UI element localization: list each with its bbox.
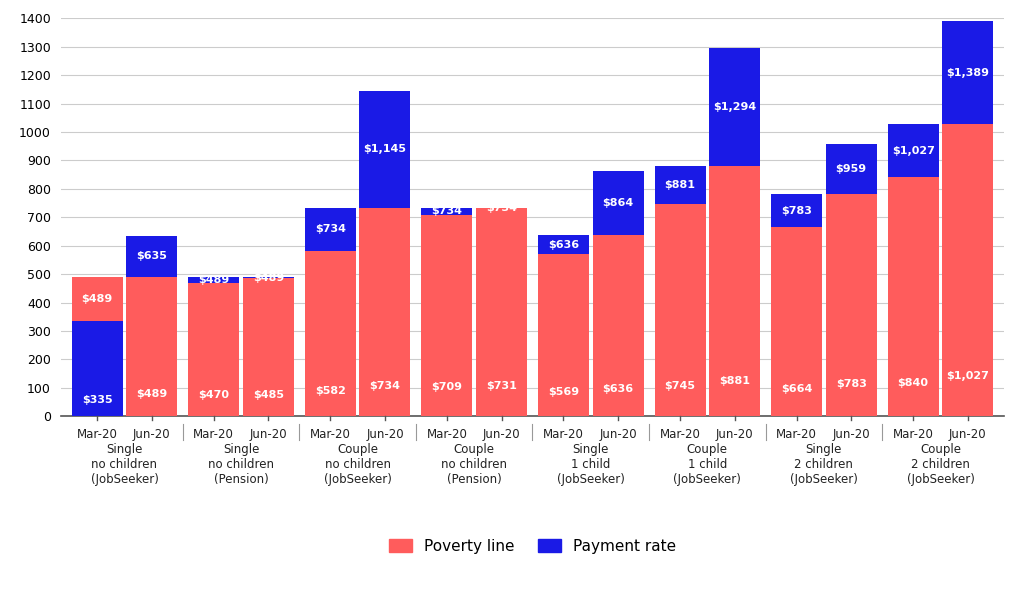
Bar xyxy=(825,144,877,416)
Bar xyxy=(359,207,411,416)
Bar xyxy=(771,228,822,416)
Bar xyxy=(654,166,706,416)
Text: Mar-20: Mar-20 xyxy=(543,428,584,441)
Text: $881: $881 xyxy=(719,376,751,386)
Text: $734: $734 xyxy=(370,381,400,391)
Bar xyxy=(538,236,589,416)
Text: Mar-20: Mar-20 xyxy=(194,428,234,441)
Text: $582: $582 xyxy=(314,386,346,397)
Bar xyxy=(476,209,527,416)
Text: Single
2 children
(JobSeeker): Single 2 children (JobSeeker) xyxy=(790,443,858,486)
Text: $734: $734 xyxy=(486,203,517,213)
Bar xyxy=(710,166,760,416)
Text: Single
no children
(Pension): Single no children (Pension) xyxy=(208,443,274,486)
Bar xyxy=(305,207,355,416)
Text: $635: $635 xyxy=(136,252,167,261)
Text: $489: $489 xyxy=(82,294,113,304)
Bar xyxy=(942,21,993,416)
Text: $881: $881 xyxy=(665,180,695,190)
Bar xyxy=(942,124,993,416)
Bar xyxy=(593,236,644,416)
Text: $489: $489 xyxy=(198,275,229,285)
Text: Jun-20: Jun-20 xyxy=(949,428,987,441)
Text: Couple
no children
(JobSeeker): Couple no children (JobSeeker) xyxy=(324,443,391,486)
Text: $1,027: $1,027 xyxy=(946,371,989,381)
Bar xyxy=(476,207,527,416)
Text: $734: $734 xyxy=(431,206,463,216)
Text: $664: $664 xyxy=(781,384,812,394)
Text: $1,145: $1,145 xyxy=(364,144,407,154)
Text: $709: $709 xyxy=(431,382,463,392)
Bar xyxy=(126,277,177,416)
Text: $489: $489 xyxy=(253,273,284,283)
Text: $470: $470 xyxy=(199,390,229,400)
Text: $1,294: $1,294 xyxy=(713,102,757,112)
Text: Jun-20: Jun-20 xyxy=(833,428,870,441)
Bar xyxy=(188,283,240,416)
Text: Mar-20: Mar-20 xyxy=(77,428,118,441)
Bar xyxy=(243,278,294,416)
Text: $1,027: $1,027 xyxy=(892,146,935,156)
Bar xyxy=(825,193,877,416)
Text: Mar-20: Mar-20 xyxy=(426,428,467,441)
Bar xyxy=(888,177,939,416)
Bar xyxy=(72,277,123,416)
Text: Couple
1 child
(JobSeeker): Couple 1 child (JobSeeker) xyxy=(674,443,741,486)
Bar xyxy=(126,236,177,416)
Text: Single
no children
(JobSeeker): Single no children (JobSeeker) xyxy=(90,443,159,486)
Bar xyxy=(771,193,822,416)
Text: Mar-20: Mar-20 xyxy=(893,428,934,441)
Text: $783: $783 xyxy=(781,206,812,215)
Text: Jun-20: Jun-20 xyxy=(250,428,287,441)
Text: Mar-20: Mar-20 xyxy=(310,428,351,441)
Text: $731: $731 xyxy=(486,381,517,391)
Text: Jun-20: Jun-20 xyxy=(367,428,403,441)
Text: Jun-20: Jun-20 xyxy=(716,428,754,441)
Text: $335: $335 xyxy=(82,395,113,405)
Bar xyxy=(710,48,760,416)
Bar xyxy=(188,277,240,416)
Text: Mar-20: Mar-20 xyxy=(776,428,817,441)
Text: Mar-20: Mar-20 xyxy=(659,428,700,441)
Bar xyxy=(654,204,706,416)
Legend: Poverty line, Payment rate: Poverty line, Payment rate xyxy=(383,532,682,560)
Text: $734: $734 xyxy=(314,224,346,234)
Bar xyxy=(421,215,472,416)
Text: $840: $840 xyxy=(898,378,929,387)
Text: Jun-20: Jun-20 xyxy=(482,428,520,441)
Text: $636: $636 xyxy=(602,384,634,395)
Bar xyxy=(243,277,294,416)
Bar xyxy=(305,251,355,416)
Bar xyxy=(538,255,589,416)
Text: $485: $485 xyxy=(253,390,284,400)
Text: $864: $864 xyxy=(602,198,634,208)
Text: Jun-20: Jun-20 xyxy=(133,428,171,441)
Bar xyxy=(359,91,411,416)
Text: $569: $569 xyxy=(548,387,579,397)
Text: Jun-20: Jun-20 xyxy=(599,428,637,441)
Text: $745: $745 xyxy=(665,381,695,390)
Text: $636: $636 xyxy=(548,240,579,250)
Text: Couple
2 children
(JobSeeker): Couple 2 children (JobSeeker) xyxy=(906,443,975,486)
Bar xyxy=(72,321,123,416)
Bar xyxy=(888,124,939,416)
Text: $959: $959 xyxy=(836,163,866,174)
Text: $783: $783 xyxy=(836,379,866,389)
Text: Single
1 child
(JobSeeker): Single 1 child (JobSeeker) xyxy=(557,443,625,486)
Text: $1,389: $1,389 xyxy=(946,68,989,78)
Bar xyxy=(421,207,472,416)
Text: Couple
no children
(Pension): Couple no children (Pension) xyxy=(441,443,507,486)
Bar xyxy=(593,171,644,416)
Text: $489: $489 xyxy=(136,389,167,400)
